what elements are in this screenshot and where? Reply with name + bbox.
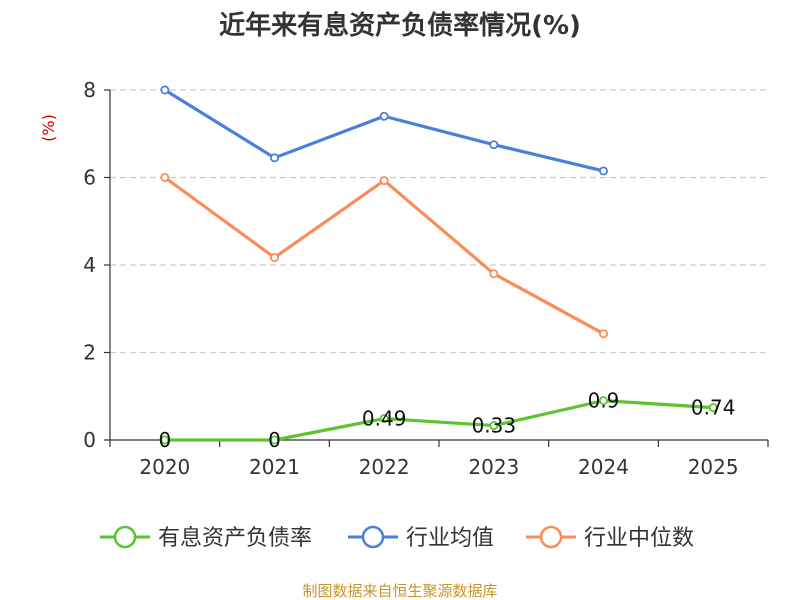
x-tick-label: 2020 bbox=[139, 455, 190, 479]
legend-item-0[interactable]: 有息资产负债率 bbox=[100, 525, 312, 551]
data-point[interactable] bbox=[489, 269, 499, 279]
data-label: 0 bbox=[158, 428, 171, 452]
series-line bbox=[163, 88, 604, 173]
data-point[interactable] bbox=[379, 414, 389, 424]
data-point[interactable] bbox=[599, 166, 609, 176]
data-label: 0.49 bbox=[362, 407, 407, 431]
x-tick-label: 2024 bbox=[578, 455, 629, 479]
data-label: 0.9 bbox=[588, 389, 620, 413]
data-point[interactable] bbox=[708, 403, 718, 413]
series-1 bbox=[160, 85, 609, 176]
series-0 bbox=[160, 396, 718, 445]
data-point[interactable] bbox=[160, 85, 170, 95]
legend-swatch-marker bbox=[539, 525, 563, 549]
data-point[interactable] bbox=[269, 253, 279, 263]
data-label: 0.74 bbox=[691, 396, 736, 420]
chart-title: 近年来有息资产负债率情况(%) bbox=[219, 10, 581, 41]
y-tick-label: 2 bbox=[83, 341, 96, 365]
legend-item-1[interactable]: 行业均值 bbox=[348, 525, 494, 551]
data-point[interactable] bbox=[489, 421, 499, 431]
data-point[interactable] bbox=[379, 111, 389, 121]
y-axis-unit-label: (%) bbox=[39, 114, 58, 142]
data-point[interactable] bbox=[269, 153, 279, 163]
data-label: 0.33 bbox=[472, 414, 517, 438]
y-tick-label: 6 bbox=[83, 166, 96, 190]
data-labels: 0 0 0.49 0.33 0.9 0.74 bbox=[158, 389, 735, 452]
legend-label: 行业中位数 bbox=[584, 526, 694, 551]
y-tick-label: 4 bbox=[83, 253, 96, 277]
source-note: 制图数据来自恒生聚源数据库 bbox=[302, 582, 497, 600]
legend-swatch-marker bbox=[113, 525, 137, 549]
legend[interactable]: 有息资产负债率 行业均值 行业中位数 bbox=[100, 525, 694, 551]
series-2 bbox=[160, 172, 609, 339]
series-line bbox=[163, 176, 605, 336]
x-tick-label: 2022 bbox=[359, 455, 410, 479]
legend-swatch-marker bbox=[361, 525, 385, 549]
series-group bbox=[160, 85, 718, 445]
legend-label: 有息资产负债率 bbox=[158, 526, 312, 551]
legend-label: 行业均值 bbox=[406, 526, 494, 551]
data-point[interactable] bbox=[599, 396, 609, 406]
data-label: 0 bbox=[268, 428, 281, 452]
data-point[interactable] bbox=[160, 172, 170, 182]
data-point[interactable] bbox=[269, 435, 279, 445]
data-point[interactable] bbox=[489, 140, 499, 150]
axes: 0 2 4 6 8 2020 2021 2022 2023 2024 2025 bbox=[83, 78, 769, 479]
x-tick-label: 2025 bbox=[688, 455, 739, 479]
x-tick-label: 2023 bbox=[468, 455, 519, 479]
legend-item-2[interactable]: 行业中位数 bbox=[526, 525, 694, 551]
y-tick-label: 8 bbox=[83, 78, 96, 102]
data-point[interactable] bbox=[379, 176, 389, 186]
y-tick-label: 0 bbox=[83, 428, 96, 452]
series-line bbox=[164, 399, 714, 442]
data-point[interactable] bbox=[160, 435, 170, 445]
x-tick-label: 2021 bbox=[249, 455, 300, 479]
data-point[interactable] bbox=[599, 329, 609, 339]
